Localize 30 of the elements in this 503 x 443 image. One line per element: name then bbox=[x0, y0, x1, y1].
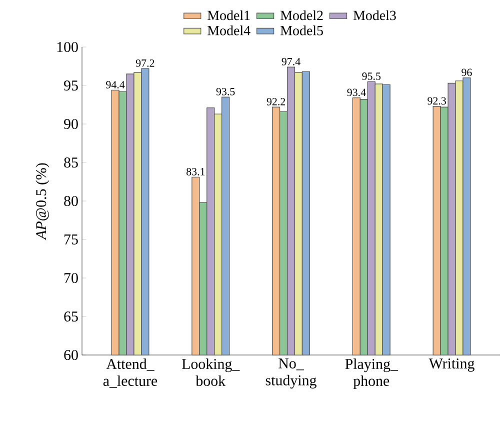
data-label: 96 bbox=[462, 68, 472, 76]
y-tick-label: 85 bbox=[64, 157, 78, 168]
data-label: 97.4 bbox=[282, 58, 300, 66]
y-tick-label: 80 bbox=[64, 196, 78, 206]
data-label: 83.1 bbox=[186, 168, 205, 176]
legend-label: Model5 bbox=[280, 25, 323, 36]
data-label: 92.2 bbox=[266, 98, 286, 106]
y-axis-title: AP@0.5 (%) bbox=[36, 163, 50, 240]
data-label: 92.3 bbox=[428, 97, 446, 105]
y-tick-label: 70 bbox=[64, 272, 78, 284]
y-tick-label: 95 bbox=[64, 80, 78, 91]
x-tick-label: Attend_ a_lecture bbox=[103, 358, 158, 388]
y-tick-label: 100 bbox=[57, 42, 78, 52]
y-tick-label: 75 bbox=[64, 234, 78, 244]
data-label: 93.5 bbox=[216, 88, 235, 96]
x-tick-label: No_ studying bbox=[266, 358, 316, 388]
data-label: 95.5 bbox=[362, 72, 381, 80]
data-label: 94.4 bbox=[106, 81, 125, 88]
x-tick-label: Playing_ phone bbox=[345, 358, 398, 390]
x-tick-label: Looking_ book bbox=[182, 358, 240, 386]
y-tick-label: 90 bbox=[64, 118, 78, 130]
y-tick-label: 60 bbox=[64, 350, 78, 360]
y-tick-label: 65 bbox=[64, 311, 78, 322]
data-label: 93.4 bbox=[347, 88, 366, 96]
x-tick-label: Writing bbox=[428, 358, 474, 372]
data-label: 97.2 bbox=[136, 59, 154, 67]
legend-label: Model3 bbox=[353, 10, 396, 20]
legend-label: Model1 bbox=[208, 10, 250, 20]
legend-label: Model2 bbox=[280, 10, 323, 20]
legend-label: Model4 bbox=[208, 25, 250, 36]
